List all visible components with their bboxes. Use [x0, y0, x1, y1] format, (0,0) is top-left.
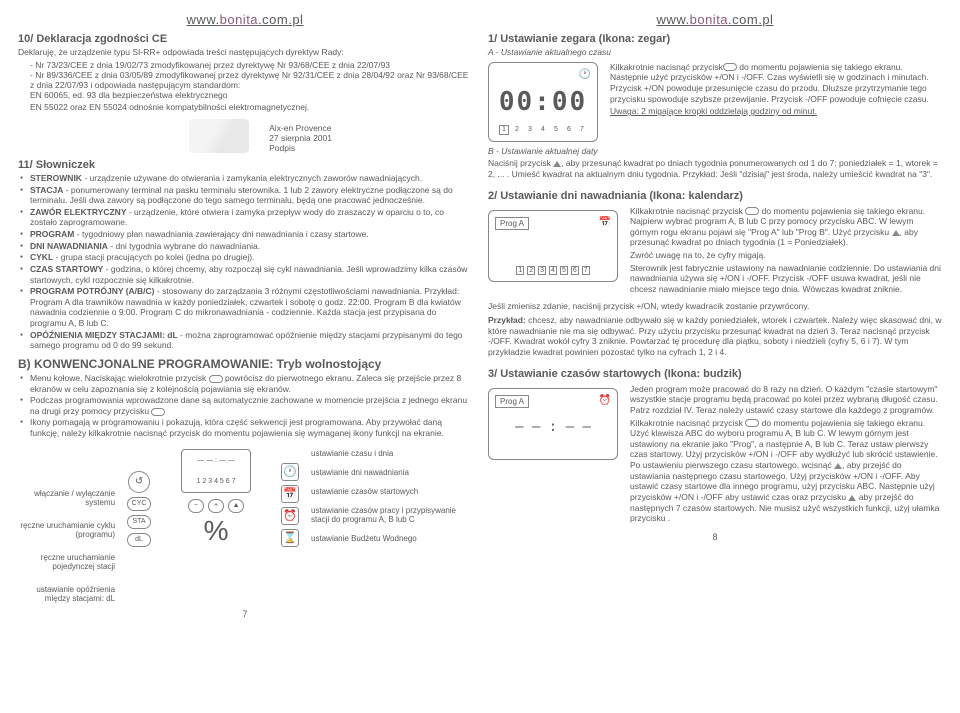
- menu-btn-icon: [151, 408, 165, 416]
- menu-btn-icon: [723, 63, 737, 71]
- dow-row: 1234567: [499, 125, 587, 135]
- label-sta: ręczne uruchamianie pojedynczej stacji: [18, 553, 115, 571]
- signature-image: [189, 119, 249, 153]
- label-days: ustawianie dni nawadniania: [311, 468, 472, 477]
- url-left: www.bonita.com.pl: [18, 12, 472, 27]
- label-time: ustawianie czasu i dnia: [311, 449, 472, 458]
- clock-row: 🕐 00:00 1234567 Kilkakrotnie nacisnąć pr…: [488, 62, 942, 142]
- url-right: www.bonita.com.pl: [488, 12, 942, 27]
- dl-button[interactable]: dL: [127, 533, 151, 547]
- directive-list: Nr 73/23/CEE z dnia 19/02/73 zmodyfikowa…: [18, 60, 472, 90]
- left-page: www.bonita.com.pl 10/ Deklaracja zgodnoś…: [18, 12, 472, 619]
- section-2-heading: 2/ Ustawianie dni nawadniania (Ikona: ka…: [488, 190, 942, 202]
- label-power: włączanie / wyłączanie systemu: [18, 489, 115, 507]
- section-b-heading: B) KONWENCJONALNE PROGRAMOWANIE: Tryb wo…: [18, 357, 472, 371]
- menu-btn-icon: [209, 375, 223, 383]
- prog-lcd: Prog A 📅 1 2 3 4 5 6 7: [488, 210, 618, 282]
- signature-row: Aix-en Provence 27 sierpnia 2001 Podpis: [18, 119, 472, 153]
- section-1b-sub: B - Ustawianie aktualnej daty: [488, 146, 942, 157]
- right-page: www.bonita.com.pl 1/ Ustawianie zegara (…: [488, 12, 942, 619]
- clock-lcd: 🕐 00:00 1234567: [488, 62, 598, 142]
- cyc-button[interactable]: CYC: [127, 497, 151, 511]
- label-dl: ustawianie opóźnienia między stacjami: d…: [18, 585, 115, 603]
- section-3-heading: 3/ Ustawianie czasów startowych (Ikona: …: [488, 368, 942, 380]
- power-button[interactable]: ↺: [128, 471, 150, 493]
- label-runtime: ustawianie czasów pracy i przypisywanie …: [311, 506, 472, 524]
- page-num-left: 7: [18, 609, 472, 619]
- sta-button[interactable]: STA: [127, 515, 151, 529]
- calendar-icon: 📅: [281, 485, 299, 503]
- label-budget: ustawianie Budżetu Wodnego: [311, 534, 472, 543]
- section-10-heading: 10/ Deklaracja zgodności CE: [18, 33, 472, 45]
- section-b-list: Menu kołowe. Naciskając wielokrotnie prz…: [18, 373, 472, 439]
- clock-icon: 🕐: [281, 463, 299, 481]
- device-diagram: włączanie / wyłączanie systemu ręczne ur…: [18, 449, 472, 603]
- section-1a-sub: A - Ustawianie aktualnego czasu: [488, 47, 942, 58]
- label-start: ustawianie czasów startowych: [311, 487, 472, 496]
- controller-lcd: — — : — — 1 2 3 4 5 6 7: [181, 449, 251, 493]
- section-11-heading: 11/ Słowniczek: [18, 159, 472, 171]
- p10-intro: Deklaruję, że urządzenie typu SI-RR+ odp…: [18, 47, 472, 58]
- triangle-icon: [553, 161, 561, 167]
- start-lcd: Prog A ⏰ — — : — —: [488, 388, 618, 460]
- percent-icon: %: [204, 515, 229, 547]
- label-cyc: ręczne uruchamianie cyklu (programu): [18, 521, 115, 539]
- alarm-icon: ⏰: [281, 507, 299, 525]
- glossary-list: STEROWNIK - urządzenie używane do otwier…: [18, 173, 472, 351]
- signature-text: Aix-en Provence 27 sierpnia 2001 Podpis: [269, 123, 332, 153]
- page-num-right: 8: [488, 532, 942, 542]
- section-1-heading: 1/ Ustawianie zegara (Ikona: zegar): [488, 33, 942, 45]
- hourglass-icon: ⌛: [281, 529, 299, 547]
